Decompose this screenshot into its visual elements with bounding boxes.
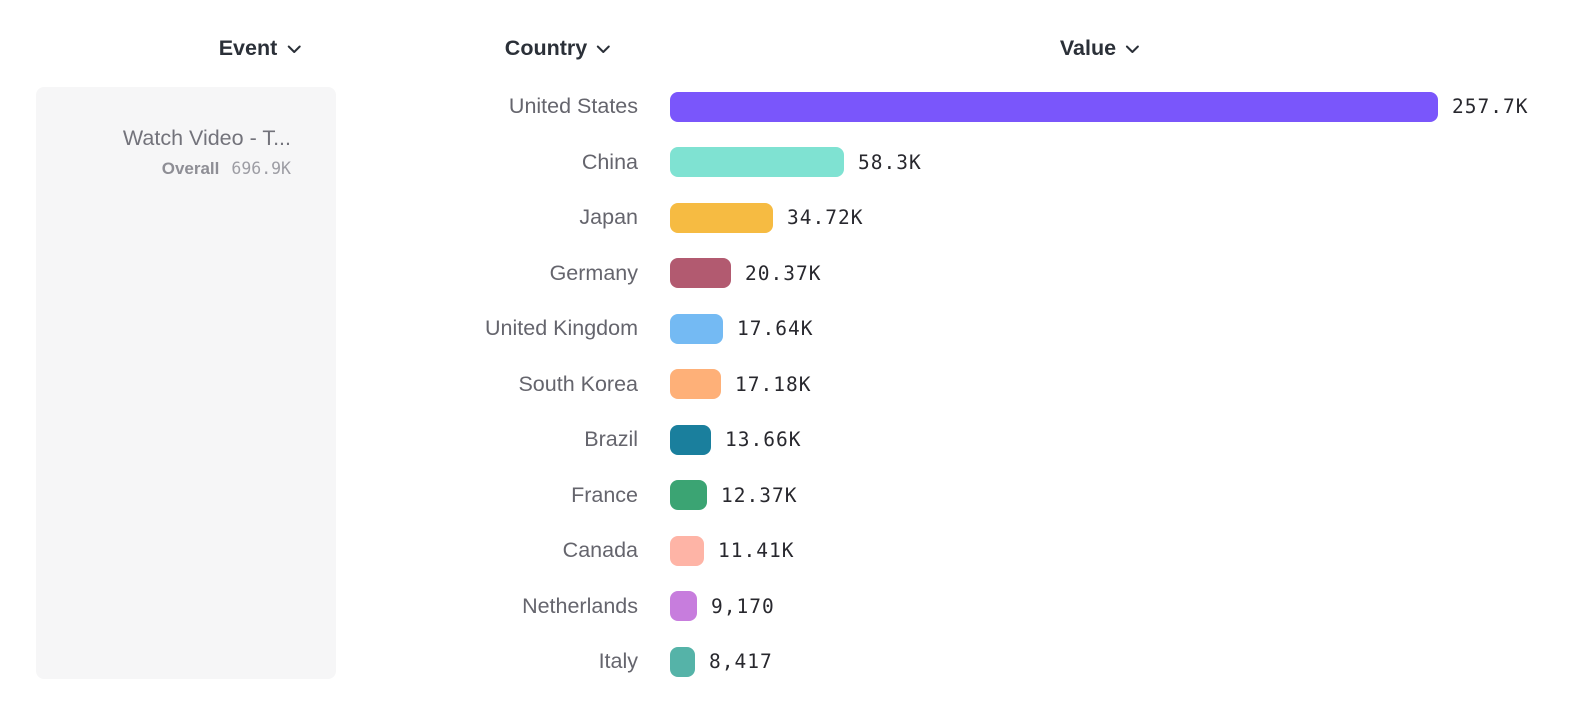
table-row: China 58.3K	[0, 135, 1584, 191]
value-bar[interactable]	[670, 480, 707, 511]
event-column-label: Event	[218, 36, 278, 60]
country-label: France	[571, 482, 638, 507]
table-row: Brazil 13.66K	[0, 412, 1584, 468]
table-row: Italy 8,417	[0, 634, 1584, 690]
chevron-down-icon	[596, 36, 611, 61]
country-label: Germany	[549, 260, 638, 285]
value-bar[interactable]	[670, 202, 773, 233]
value-column-header[interactable]: Value	[1060, 36, 1140, 61]
bar-chart: United States 257.7K China 58.3K Japan 34.72K…	[0, 79, 1584, 690]
table-row: Germany 20.37K	[0, 246, 1584, 302]
value-bar[interactable]	[670, 313, 723, 344]
chevron-down-icon	[1125, 36, 1140, 61]
country-column-label: Country	[504, 36, 588, 60]
value-bar[interactable]	[670, 424, 711, 455]
event-column-header[interactable]: Event	[219, 36, 302, 61]
value-label: 34.72K	[787, 206, 864, 230]
table-row: South Korea 17.18K	[0, 357, 1584, 413]
country-label: Netherlands	[522, 593, 638, 618]
country-label: Canada	[562, 538, 638, 563]
country-label: China	[581, 149, 638, 174]
value-label: 17.18K	[735, 372, 812, 396]
value-bar[interactable]	[670, 535, 704, 566]
value-bar[interactable]	[670, 258, 731, 289]
value-label: 8,417	[709, 650, 773, 674]
value-bar[interactable]	[670, 646, 695, 677]
value-label: 20.37K	[745, 261, 822, 285]
country-label: United States	[508, 94, 638, 119]
value-column-label: Value	[1059, 36, 1117, 60]
value-label: 11.41K	[718, 539, 795, 563]
value-bar[interactable]	[670, 91, 1438, 122]
value-bar[interactable]	[670, 591, 697, 622]
chevron-down-icon	[286, 36, 301, 61]
event-title: Watch Video - T...	[122, 126, 291, 150]
value-label: 13.66K	[725, 428, 802, 452]
value-bar[interactable]	[670, 147, 844, 178]
country-label: Italy	[598, 649, 638, 674]
table-row: United Kingdom 17.64K	[0, 301, 1584, 357]
value-label: 12.37K	[721, 483, 798, 507]
value-label: 17.64K	[737, 317, 814, 341]
table-row: United States 257.7K	[0, 79, 1584, 135]
country-column-header[interactable]: Country	[505, 36, 611, 61]
value-label: 9,170	[711, 594, 775, 618]
overall-value: 696.9K	[231, 158, 291, 178]
event-card[interactable]: Watch Video - T... Overall 696.9K	[36, 87, 336, 679]
overall-label: Overall	[161, 158, 220, 178]
country-label: South Korea	[518, 371, 638, 396]
country-label: United Kingdom	[485, 316, 638, 341]
country-label: Brazil	[584, 427, 638, 452]
table-row: Japan 34.72K	[0, 190, 1584, 246]
table-row: France 12.37K	[0, 468, 1584, 524]
table-row: Netherlands 9,170	[0, 579, 1584, 635]
country-label: Japan	[579, 205, 638, 230]
table-row: Canada 11.41K	[0, 523, 1584, 579]
event-overall: Overall 696.9K	[56, 159, 291, 179]
value-label: 58.3K	[858, 150, 922, 174]
value-bar[interactable]	[670, 369, 721, 400]
value-label: 257.7K	[1452, 95, 1529, 119]
